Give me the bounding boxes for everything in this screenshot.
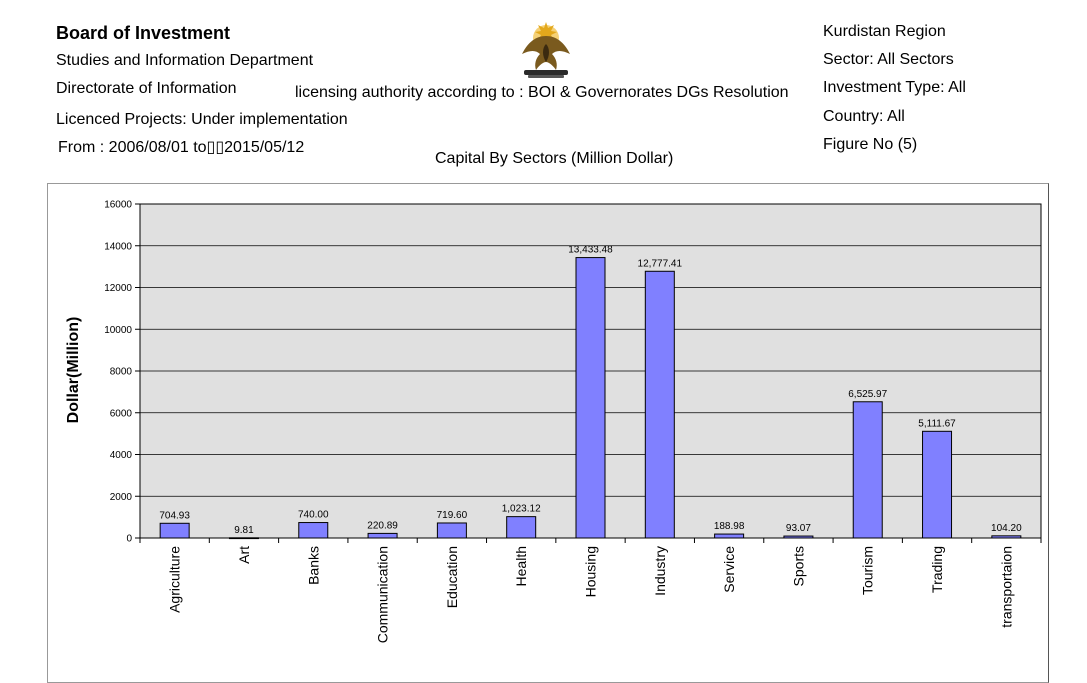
kurdistan-emblem-icon bbox=[522, 22, 570, 78]
bar bbox=[991, 535, 1022, 539]
y-tick-label: 10000 bbox=[104, 325, 132, 336]
data-label: 704.93 bbox=[159, 510, 190, 521]
category-label: transportaion bbox=[998, 546, 1014, 628]
data-label: 93.07 bbox=[786, 523, 811, 534]
investment-type-filter: Investment Type: All bbox=[823, 79, 966, 96]
data-label: 740.00 bbox=[298, 510, 329, 521]
region-label: Kurdistan Region bbox=[823, 23, 946, 40]
licensing-authority: licensing authority according to : BOI &… bbox=[295, 84, 789, 101]
bar bbox=[852, 401, 883, 539]
bar bbox=[506, 516, 537, 539]
country-filter: Country: All bbox=[823, 108, 905, 125]
category-label: Housing bbox=[583, 546, 599, 597]
category-label: Art bbox=[236, 546, 252, 564]
y-tick-label: 8000 bbox=[110, 367, 133, 378]
bar bbox=[159, 522, 190, 539]
category-label: Banks bbox=[305, 546, 321, 585]
y-axis-title: Dollar(Million) bbox=[65, 317, 82, 424]
chart-frame: 0 2000 4000 6000 8000 10000 12000 14000 16000 70… bbox=[47, 183, 1049, 683]
directorate-name: Directorate of Information bbox=[56, 80, 237, 97]
y-tick-label: 0 bbox=[126, 534, 132, 545]
chart-caption: Capital By Sectors (Million Dollar) bbox=[435, 150, 674, 167]
bar-chart: 0 2000 4000 6000 8000 10000 12000 14000 16000 70… bbox=[65, 200, 1042, 643]
category-label: Tourism bbox=[860, 546, 876, 595]
bar bbox=[644, 270, 675, 539]
bar bbox=[298, 522, 329, 539]
department-name: Studies and Information Department bbox=[56, 52, 314, 69]
data-label: 104.20 bbox=[991, 523, 1022, 534]
date-range: From : 2006/08/01 to▯▯2015/05/12 bbox=[58, 139, 305, 156]
data-label: 12,777.41 bbox=[638, 258, 683, 269]
data-label: 188.98 bbox=[714, 521, 745, 532]
y-tick-label: 12000 bbox=[104, 283, 132, 294]
org-title: Board of Investment bbox=[56, 23, 231, 43]
licensed-projects-status: Licenced Projects: Under implementation bbox=[56, 111, 348, 128]
category-label: Communication bbox=[375, 546, 391, 643]
y-tick-label: 16000 bbox=[104, 200, 132, 211]
data-label: 1,023.12 bbox=[502, 504, 541, 515]
data-label: 6,525.97 bbox=[848, 389, 887, 400]
category-label: Health bbox=[513, 546, 529, 586]
y-tick-label: 6000 bbox=[110, 408, 133, 419]
bar bbox=[228, 537, 259, 540]
category-label: Education bbox=[444, 546, 460, 608]
category-label: Sports bbox=[790, 546, 806, 586]
category-label: Industry bbox=[652, 546, 668, 596]
bar bbox=[783, 535, 814, 539]
bar bbox=[436, 522, 467, 539]
bar bbox=[714, 533, 745, 539]
data-label: 220.89 bbox=[367, 520, 398, 531]
figure-number: Figure No (5) bbox=[823, 136, 918, 153]
category-label: Service bbox=[721, 546, 737, 593]
data-label: 5,111.67 bbox=[918, 418, 956, 429]
data-label: 719.60 bbox=[437, 510, 468, 521]
sector-filter: Sector: All Sectors bbox=[823, 51, 954, 68]
bar bbox=[922, 430, 953, 539]
data-label: 13,433.48 bbox=[568, 245, 613, 256]
bar bbox=[575, 257, 606, 539]
category-label: Agriculture bbox=[167, 546, 183, 613]
y-tick-label: 2000 bbox=[110, 492, 133, 503]
y-tick-label: 4000 bbox=[110, 450, 133, 461]
y-tick-label: 14000 bbox=[104, 241, 132, 252]
bar bbox=[367, 532, 398, 539]
category-label: Trading bbox=[929, 546, 945, 593]
data-label: 9.81 bbox=[234, 525, 254, 536]
